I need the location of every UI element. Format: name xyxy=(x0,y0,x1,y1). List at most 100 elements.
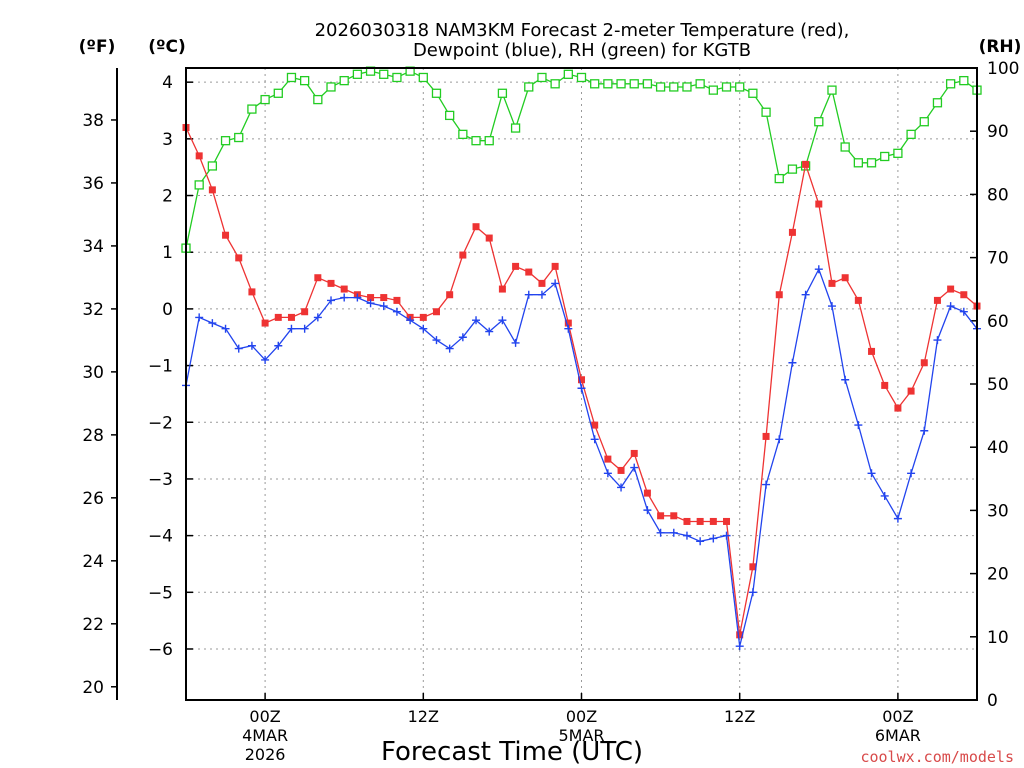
dewpoint-point xyxy=(682,531,691,540)
temperature-point xyxy=(195,152,203,160)
rh-point xyxy=(497,88,508,98)
temperature-point xyxy=(327,279,335,287)
temperature-point xyxy=(235,254,243,262)
dewpoint-point xyxy=(221,324,230,333)
rh-point xyxy=(207,161,218,171)
rh-point xyxy=(761,107,771,117)
rh-point xyxy=(220,136,231,146)
rh-point xyxy=(642,79,653,89)
temperature-point xyxy=(485,234,493,242)
dewpoint-point xyxy=(234,344,243,353)
temperature-point xyxy=(841,274,849,282)
dewpoint-point xyxy=(814,265,823,274)
temperature-point xyxy=(432,308,440,316)
dewpoint-point xyxy=(669,528,678,537)
x-tick-date-label: 6MAR xyxy=(875,726,921,745)
temperature-point xyxy=(564,319,572,327)
x-tick-label: 00Z xyxy=(566,707,597,726)
rh-point xyxy=(682,82,692,92)
rh-point xyxy=(748,88,758,98)
rh-point xyxy=(286,72,297,83)
rh-tick-label: 40 xyxy=(987,438,1009,458)
dewpoint-point xyxy=(907,469,916,478)
celsius-tick-label: −1 xyxy=(148,357,173,377)
fahrenheit-tick-label: 22 xyxy=(82,615,104,635)
temperature-point xyxy=(683,517,691,525)
temperature-point xyxy=(881,381,889,389)
temperature-point xyxy=(947,285,955,293)
rh-point xyxy=(919,117,929,127)
rh-tick-label: 10 xyxy=(987,628,1009,648)
temperature-point xyxy=(709,517,717,525)
rh-point xyxy=(576,72,587,83)
rh-point xyxy=(524,82,534,92)
rh-point xyxy=(906,129,916,140)
dewpoint-point xyxy=(458,333,467,342)
temperature-point xyxy=(604,455,612,463)
celsius-tick-label: −3 xyxy=(148,470,173,490)
rh-point xyxy=(510,123,521,133)
dewpoint-point xyxy=(366,299,375,308)
rh-tick-label: 80 xyxy=(987,185,1009,205)
rh-point xyxy=(827,85,837,95)
rh-tick-label: 30 xyxy=(987,501,1009,521)
dewpoint-point xyxy=(722,531,731,540)
fahrenheit-tick-label: 28 xyxy=(82,426,104,446)
dewpoint-point xyxy=(920,426,929,435)
dewpoint-point xyxy=(564,324,573,333)
dewpoint-point xyxy=(775,435,784,444)
dewpoint-point xyxy=(208,319,217,328)
x-tick-label: 00Z xyxy=(249,707,280,726)
temperature-point xyxy=(762,432,770,440)
rh-point xyxy=(853,158,863,168)
temperature-point xyxy=(696,517,704,525)
temperature-point xyxy=(367,294,375,302)
dewpoint-point xyxy=(801,290,810,299)
temperature-point xyxy=(828,279,836,287)
rh-tick-label: 0 xyxy=(987,691,998,711)
dewpoint-point xyxy=(748,588,757,597)
celsius-tick-label: −6 xyxy=(148,640,173,660)
rh-point xyxy=(352,69,363,79)
chart-title-line2: Dewpoint (blue), RH (green) for KGTB xyxy=(413,40,751,61)
rh-point xyxy=(880,151,890,162)
temperature-point xyxy=(538,279,546,287)
fahrenheit-tick-label: 24 xyxy=(82,552,104,572)
rh-point xyxy=(603,79,613,89)
rh-point xyxy=(774,173,784,184)
temperature-point xyxy=(208,186,216,194)
dewpoint-point xyxy=(485,327,494,336)
dewpoint-point xyxy=(762,480,771,489)
temperature-point xyxy=(525,268,533,276)
temperature-point xyxy=(340,285,348,293)
rh-point xyxy=(814,117,824,127)
temperature-point xyxy=(393,296,401,304)
rh-point xyxy=(445,110,455,121)
temperature-point xyxy=(775,291,783,299)
rh-point xyxy=(893,148,903,158)
dewpoint-point xyxy=(537,290,546,299)
rh-tick-label: 20 xyxy=(987,565,1009,585)
dewpoint-point xyxy=(445,344,454,353)
temperature-point xyxy=(551,262,559,270)
dewpoint-point xyxy=(313,313,322,322)
rh-axis-unit: (RH) xyxy=(979,37,1022,57)
temperature-point xyxy=(630,449,638,457)
fahrenheit-tick-label: 38 xyxy=(82,111,104,131)
series-dewpoint xyxy=(182,265,981,651)
rh-tick-label: 90 xyxy=(987,122,1009,142)
dewpoint-point xyxy=(472,316,481,325)
rh-point xyxy=(735,82,745,92)
x-tick-label: 00Z xyxy=(882,707,913,726)
x-tick-label: 12Z xyxy=(408,707,439,726)
temperature-point xyxy=(380,294,388,302)
dewpoint-point xyxy=(498,316,507,325)
dewpoint-point xyxy=(617,483,626,492)
dewpoint-point xyxy=(247,341,256,350)
rh-point xyxy=(260,94,270,105)
dewpoint-point xyxy=(933,336,942,345)
dewpoint-point xyxy=(841,375,850,384)
fahrenheit-tick-label: 30 xyxy=(82,363,104,383)
temperature-point xyxy=(815,200,823,208)
dewpoint-point xyxy=(274,341,283,350)
